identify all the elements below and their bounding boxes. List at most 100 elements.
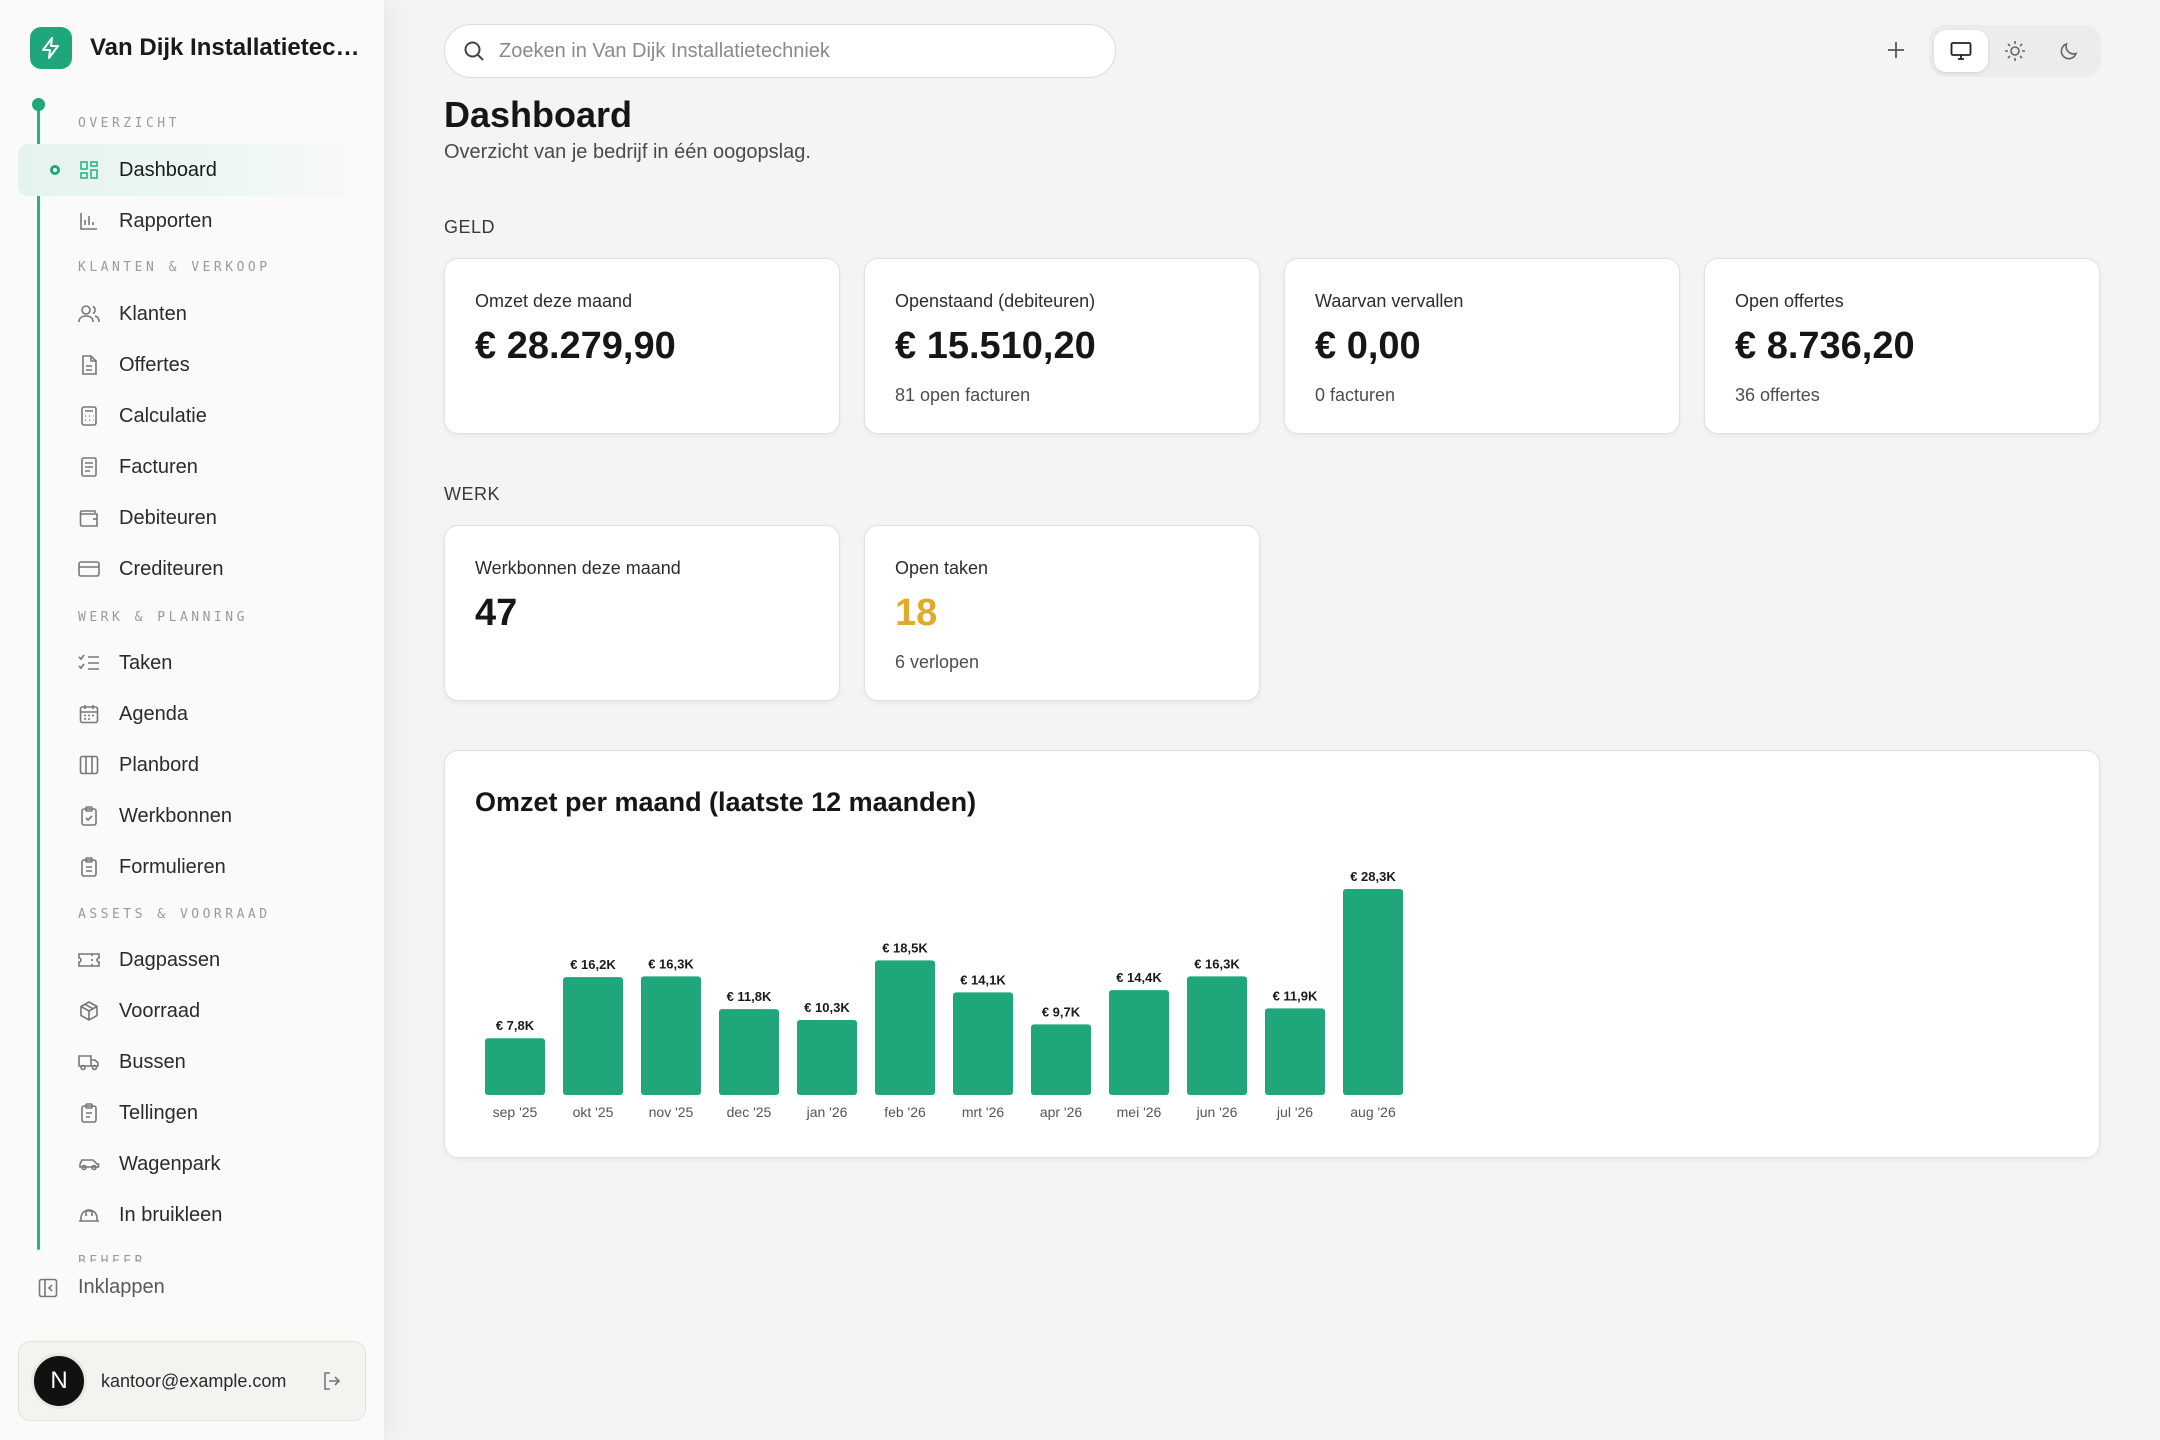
card-value: € 28.279,90 <box>475 325 676 367</box>
sidebar-item-klanten[interactable]: Klanten <box>78 289 187 339</box>
sidebar-item-taken[interactable]: Taken <box>78 638 172 688</box>
sidebar-item-label: Calculatie <box>119 404 207 427</box>
section-overzicht: OVERZICHT <box>78 116 180 131</box>
bar-value-label-0: € 7,8K <box>496 1018 535 1033</box>
x-tick-label-1: okt '25 <box>573 1104 614 1120</box>
calculator-icon <box>78 405 100 427</box>
x-tick-label-2: nov '25 <box>649 1104 694 1120</box>
sidebar-item-label: Facturen <box>119 455 198 478</box>
bar-value-label-1: € 16,2K <box>570 957 616 972</box>
theme-system-button[interactable] <box>1934 30 1988 72</box>
card-sub: 81 open facturen <box>895 385 1031 405</box>
card-value: € 8.736,20 <box>1735 325 1915 367</box>
sidebar-item-label: Planbord <box>119 753 200 776</box>
sidebar-item-planbord[interactable]: Planbord <box>78 740 199 790</box>
sidebar-item-label: Agenda <box>119 702 188 725</box>
card-werkbonnen[interactable]: Werkbonnen deze maand 47 <box>444 525 840 701</box>
x-tick-label-4: jan '26 <box>806 1104 848 1120</box>
bar-value-label-7: € 9,7K <box>1042 1004 1081 1019</box>
add-button[interactable] <box>1880 34 1912 66</box>
bar-8[interactable] <box>1109 990 1169 1095</box>
brand[interactable]: Van Dijk Installatietechniek <box>30 27 360 69</box>
sidebar-item-bussen[interactable]: Bussen <box>78 1037 186 1087</box>
page-subtitle: Overzicht van je bedrijf in één oogopsla… <box>444 141 811 163</box>
bar-value-label-10: € 11,9K <box>1273 988 1318 1003</box>
search-input[interactable] <box>499 39 1079 63</box>
calendar-icon <box>78 703 100 725</box>
sidebar-item-dagpassen[interactable]: Dagpassen <box>78 935 220 985</box>
nav-rail-dot <box>32 98 45 111</box>
sidebar-item-formulieren[interactable]: Formulieren <box>78 842 226 892</box>
sidebar-item-dashboard[interactable]: Dashboard <box>18 144 376 196</box>
bar-9[interactable] <box>1187 976 1247 1095</box>
sidebar-item-offertes[interactable]: Offertes <box>78 340 190 390</box>
sidebar-item-rapporten[interactable]: Rapporten <box>78 196 212 246</box>
card-openstaand[interactable]: Openstaand (debiteuren) € 15.510,20 81 o… <box>864 258 1260 434</box>
bar-0[interactable] <box>485 1038 545 1095</box>
card-label: Open taken <box>895 558 989 578</box>
collapse-button[interactable]: Inklappen <box>38 1276 165 1299</box>
bar-value-label-4: € 10,3K <box>804 1000 850 1015</box>
card-open-taken[interactable]: Open taken 18 6 verlopen <box>864 525 1260 701</box>
bar-5[interactable] <box>875 960 935 1095</box>
car-icon <box>78 1153 100 1175</box>
bar-11[interactable] <box>1343 889 1403 1095</box>
chart-title: Omzet per maand (laatste 12 maanden) <box>475 787 977 817</box>
bar-value-label-3: € 11,8K <box>727 989 772 1004</box>
section-werk: WERK <box>444 484 500 504</box>
sidebar-item-label: Tellingen <box>119 1101 198 1124</box>
sidebar-item-voorraad[interactable]: Voorraad <box>78 986 200 1036</box>
sidebar-item-agenda[interactable]: Agenda <box>78 689 188 739</box>
search-bar[interactable] <box>444 24 1116 78</box>
bar-6[interactable] <box>953 992 1013 1095</box>
clipboard-icon <box>78 1102 100 1124</box>
card-omzet-maand[interactable]: Omzet deze maand € 28.279,90 <box>444 258 840 434</box>
sidebar-item-calculatie[interactable]: Calculatie <box>78 391 207 441</box>
credit-card-icon <box>78 558 100 580</box>
logout-icon[interactable] <box>319 1368 345 1394</box>
card-value: € 15.510,20 <box>895 325 1096 367</box>
clipboard-check-icon <box>78 805 100 827</box>
plus-icon <box>1888 42 1904 58</box>
theme-light-button[interactable] <box>1988 30 2042 72</box>
card-vervallen[interactable]: Waarvan vervallen € 0,00 0 facturen <box>1284 258 1680 434</box>
sidebar-item-tellingen[interactable]: Tellingen <box>78 1088 198 1138</box>
hard-hat-icon <box>78 1204 100 1226</box>
bar-7[interactable] <box>1031 1024 1091 1095</box>
bar-value-label-5: € 18,5K <box>882 940 928 955</box>
avatar: N <box>31 1353 87 1409</box>
sidebar-item-facturen[interactable]: Facturen <box>78 442 198 492</box>
sidebar-item-label: Rapporten <box>119 209 213 232</box>
wallet-icon <box>78 507 100 529</box>
sidebar-item-crediteuren[interactable]: Crediteuren <box>78 544 224 594</box>
section-geld: GELD <box>444 217 496 237</box>
sidebar-item-wagenpark[interactable]: Wagenpark <box>78 1139 221 1189</box>
card-value: 18 <box>895 592 938 634</box>
sidebar-item-debiteuren[interactable]: Debiteuren <box>78 493 217 543</box>
bar-4[interactable] <box>797 1020 857 1095</box>
x-tick-label-6: mrt '26 <box>962 1104 1005 1120</box>
user-card[interactable]: N kantoor@example.com <box>18 1341 366 1421</box>
bar-1[interactable] <box>563 977 623 1095</box>
bar-3[interactable] <box>719 1009 779 1095</box>
users-icon <box>78 303 100 325</box>
card-open-offertes[interactable]: Open offertes € 8.736,20 36 offertes <box>1704 258 2100 434</box>
lightning-logo-icon <box>30 27 72 69</box>
sun-icon <box>2005 41 2025 61</box>
sidebar-item-label: Voorraad <box>119 999 201 1022</box>
collapse-label: Inklappen <box>78 1276 165 1298</box>
card-label: Open offertes <box>1735 291 1844 311</box>
clipboard-list-icon <box>78 856 100 878</box>
theme-dark-button[interactable] <box>2042 30 2096 72</box>
x-tick-label-8: mei '26 <box>1117 1104 1162 1120</box>
sidebar-item-label: Taken <box>119 651 173 674</box>
columns-icon <box>78 754 100 776</box>
section-klanten-verkoop: KLANTEN & VERKOOP <box>78 260 271 275</box>
sidebar-item-in-bruikleen[interactable]: In bruikleen <box>78 1190 222 1240</box>
bar-2[interactable] <box>641 976 701 1095</box>
bar-10[interactable] <box>1265 1008 1325 1095</box>
receipt-icon <box>78 456 100 478</box>
sidebar-item-werkbonnen[interactable]: Werkbonnen <box>78 791 232 841</box>
x-tick-label-7: apr '26 <box>1040 1104 1083 1120</box>
ticket-icon <box>78 949 100 971</box>
